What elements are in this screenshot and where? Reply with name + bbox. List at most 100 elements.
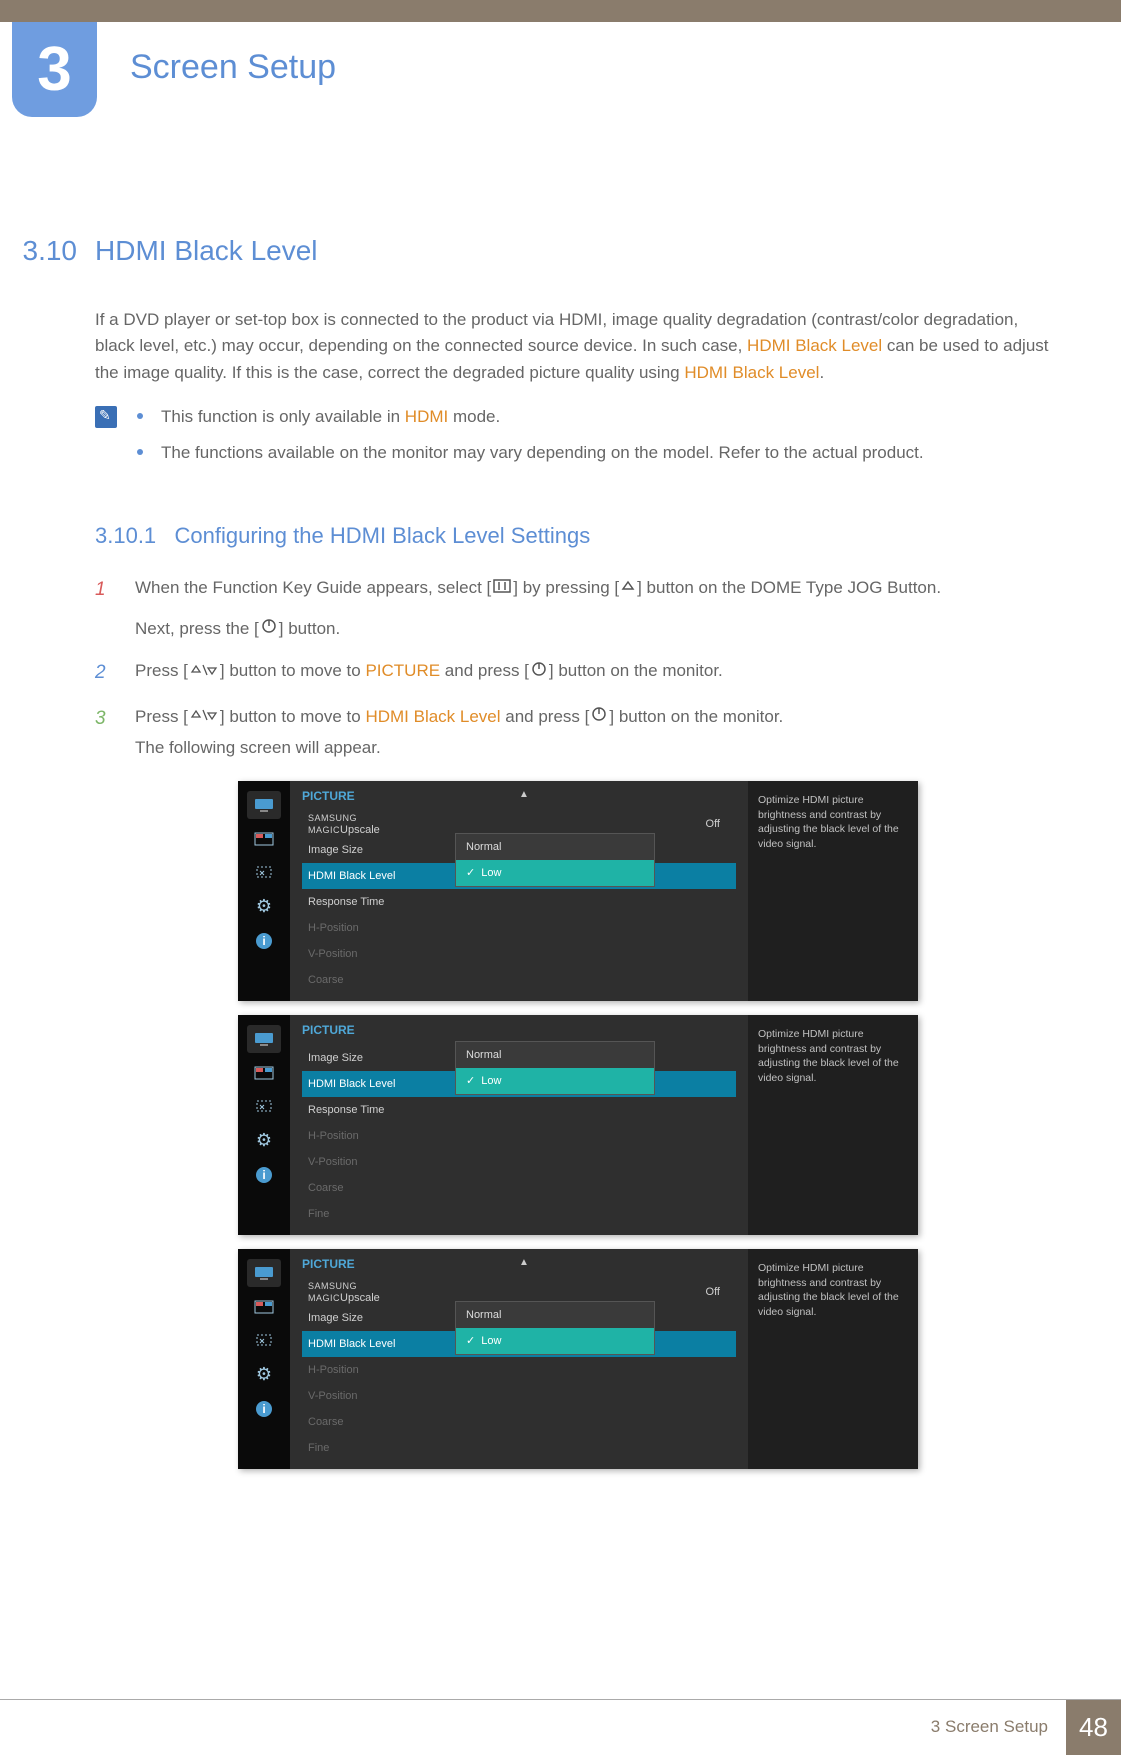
- osd-row-hpos: H-Position: [302, 915, 736, 941]
- subsection-number: 3.10.1: [95, 523, 156, 548]
- step-number-1: 1: [95, 575, 115, 642]
- sidebar-picture-icon: [247, 1025, 281, 1053]
- upscale-c: Upscale: [340, 1292, 380, 1304]
- s2a: Press [: [135, 661, 188, 680]
- sidebar-settings-icon: ⚙: [247, 1127, 281, 1155]
- osd-main: PICTURE ▲ SAMSUNGMAGICUpscaleOff Image S…: [290, 781, 748, 1001]
- upscale-c: Upscale: [340, 824, 380, 836]
- popup-low: Low: [456, 1328, 654, 1354]
- upscale-b: MAGIC: [308, 1293, 340, 1303]
- chapter-badge: 3: [12, 22, 97, 117]
- step-number-3: 3: [95, 704, 115, 761]
- bullet-icon: [137, 413, 143, 419]
- power-icon: [261, 616, 277, 642]
- step-3-text: Press [] button to move to HDMI Black Le…: [135, 704, 1061, 761]
- step-1-text: When the Function Key Guide appears, sel…: [135, 575, 1061, 642]
- osd-main: PICTURE Image Size HDMI Black Level Resp…: [290, 1015, 748, 1235]
- up-icon: [621, 575, 635, 601]
- sidebar-display-icon: [247, 859, 281, 887]
- step-number-2: 2: [95, 658, 115, 687]
- popup-normal: Normal: [456, 1302, 654, 1328]
- val-off: Off: [706, 818, 720, 830]
- s2hl: PICTURE: [365, 661, 440, 680]
- sidebar-settings-icon: ⚙: [247, 893, 281, 921]
- osd-sidebar: ⚙ i: [238, 1249, 290, 1469]
- osd-main: PICTURE ▲ SAMSUNGMAGICUpscaleOff Image S…: [290, 1249, 748, 1469]
- osd-popup: Normal Low: [455, 1301, 655, 1355]
- osd-row-hpos: H-Position: [302, 1357, 736, 1383]
- power-icon: [591, 704, 607, 730]
- intro-paragraph: If a DVD player or set-top box is connec…: [95, 307, 1061, 386]
- s2b: ] button to move to: [220, 661, 366, 680]
- osd-screenshots: ⚙ i PICTURE ▲ SAMSUNGMAGICUpscaleOff Ima…: [95, 781, 1061, 1469]
- upscale-a: SAMSUNG: [308, 813, 357, 823]
- osd-sidebar: ⚙ i: [238, 1015, 290, 1235]
- top-bar: [0, 0, 1121, 22]
- note-item-2: The functions available on the monitor m…: [161, 440, 924, 466]
- s1b: ] by pressing [: [513, 578, 619, 597]
- s3c: and press [: [501, 707, 590, 726]
- osd-row-vpos: V-Position: [302, 1383, 736, 1409]
- popup-low: Low: [456, 860, 654, 886]
- sidebar-pip-icon: [247, 1059, 281, 1087]
- content: 3.10 HDMI Black Level If a DVD player or…: [0, 235, 1061, 1483]
- page-number: 48: [1066, 1700, 1121, 1755]
- subsection-title: 3.10.1 Configuring the HDMI Black Level …: [95, 523, 1061, 549]
- osd-screenshot-3: ⚙ i PICTURE ▲ SAMSUNGMAGICUpscaleOff Ima…: [238, 1249, 918, 1469]
- chapter-title: Screen Setup: [130, 48, 336, 87]
- updown-icon: [190, 704, 218, 730]
- svg-text:i: i: [262, 1402, 265, 1416]
- step-2-text: Press [ ] button to move to PICTURE and p…: [135, 658, 1061, 687]
- osd-info: Optimize HDMI picture brightness and con…: [748, 1015, 918, 1235]
- osd-popup: Normal Low: [455, 833, 655, 887]
- osd-row-coarse: Coarse: [302, 1409, 736, 1435]
- osd-screenshot-2: ⚙ i PICTURE Image Size HDMI Black Level …: [238, 1015, 918, 1235]
- svg-text:i: i: [262, 1168, 265, 1182]
- updown-icon: [190, 659, 218, 685]
- menu-icon: [493, 575, 511, 601]
- section-number: 3.10: [0, 235, 95, 267]
- s1a: When the Function Key Guide appears, sel…: [135, 578, 491, 597]
- sidebar-picture-icon: [247, 791, 281, 819]
- s2c: and press [: [440, 661, 529, 680]
- sidebar-info-icon: i: [247, 1395, 281, 1423]
- power-icon: [531, 659, 547, 685]
- intro-highlight-2: HDMI Black Level: [684, 363, 819, 382]
- svg-text:i: i: [262, 934, 265, 948]
- sidebar-picture-icon: [247, 1259, 281, 1287]
- s3hl: HDMI Black Level: [365, 707, 500, 726]
- sidebar-pip-icon: [247, 825, 281, 853]
- note-1-hl: HDMI: [405, 407, 448, 426]
- s3b: ] button to move to: [220, 707, 366, 726]
- val-off: Off: [706, 1286, 720, 1298]
- s2d: ] button on the monitor.: [549, 661, 723, 680]
- note-1a: This function is only available in: [161, 407, 405, 426]
- intro-highlight-1: HDMI Black Level: [747, 336, 882, 355]
- popup-normal: Normal: [456, 834, 654, 860]
- sidebar-display-icon: [247, 1327, 281, 1355]
- popup-normal: Normal: [456, 1042, 654, 1068]
- note-1b: mode.: [448, 407, 500, 426]
- osd-info: Optimize HDMI picture brightness and con…: [748, 1249, 918, 1469]
- s1nb: ] button.: [279, 619, 340, 638]
- osd-sidebar: ⚙ i: [238, 781, 290, 1001]
- s1c: ] button on the DOME Type JOG Button.: [637, 578, 941, 597]
- note-item-1: This function is only available in HDMI …: [161, 404, 500, 430]
- note-block: This function is only available in HDMI …: [95, 404, 1061, 475]
- osd-row-fine: Fine: [302, 1201, 736, 1227]
- sidebar-pip-icon: [247, 1293, 281, 1321]
- note-icon: [95, 406, 117, 428]
- scroll-up-icon: ▲: [519, 789, 529, 800]
- osd-row-fine: Fine: [302, 1435, 736, 1461]
- osd-row-coarse: Coarse: [302, 967, 736, 993]
- osd-header: PICTURE: [302, 1023, 736, 1037]
- intro-text-3: .: [819, 363, 824, 382]
- osd-row-response: Response Time: [302, 889, 736, 915]
- section-title: HDMI Black Level: [95, 235, 318, 267]
- osd-popup: Normal Low: [455, 1041, 655, 1095]
- scroll-up-icon: ▲: [519, 1257, 529, 1268]
- osd-row-response: Response Time: [302, 1097, 736, 1123]
- s3d: ] button on the monitor.: [609, 707, 783, 726]
- osd-screenshot-1: ⚙ i PICTURE ▲ SAMSUNGMAGICUpscaleOff Ima…: [238, 781, 918, 1001]
- s1na: Next, press the [: [135, 619, 259, 638]
